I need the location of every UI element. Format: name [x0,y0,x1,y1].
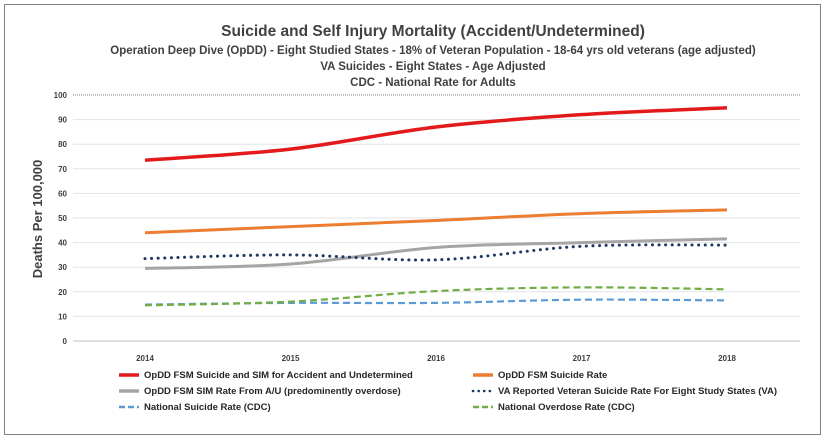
y-tick-label: 80 [58,140,67,149]
y-tick-label: 90 [58,116,67,125]
legend-item-label: OpDD FSM Suicide Rate [498,370,607,381]
series-line-2 [144,208,728,235]
legend-item-label: VA Reported Veteran Suicide Rate For Eig… [498,386,777,397]
legend-item-label: OpDD FSM Suicide and SIM for Accident an… [144,370,413,381]
x-axis-ticks: 2014 2015 2016 2017 2018 [136,354,736,363]
x-tick-label: 2017 [573,354,591,363]
x-tick-label: 2015 [282,354,300,363]
y-tick-label: 100 [54,91,68,100]
y-tick-label: 20 [58,288,67,297]
y-tick-label: 50 [58,214,67,223]
series-lines [143,106,729,307]
line-chart: Suicide and Self Injury Mortality (Accid… [30,23,800,413]
y-tick-label: 0 [63,337,68,346]
chart-subtitle-3: CDC - National Rate for Adults [350,77,516,89]
y-axis-label: Deaths Per 100,000 [30,160,45,279]
chart-frame: Suicide and Self Injury Mortality (Accid… [4,4,821,435]
chart-subtitle-1: Operation Deep Dive (OpDD) - Eight Studi… [110,45,756,57]
series-line-1 [144,106,728,162]
legend-item-label: National Suicide Rate (CDC) [144,402,271,413]
y-axis-ticks: 0 10 20 30 40 50 60 70 80 90 100 [54,91,68,346]
series-line-3 [144,237,728,270]
y-tick-label: 40 [58,239,67,248]
series-line-6 [144,286,728,307]
chart-subtitle-2: VA Suicides - Eight States - Age Adjuste… [320,61,545,73]
y-tick-label: 10 [58,312,67,321]
x-tick-label: 2016 [427,354,445,363]
legend-item-label: OpDD FSM SIM Rate From A/U (predominentl… [144,386,401,397]
legend-item-label: National Overdose Rate (CDC) [498,402,635,413]
y-tick-label: 70 [58,165,67,174]
chart-title: Suicide and Self Injury Mortality (Accid… [221,23,645,40]
x-tick-label: 2018 [718,354,736,363]
series-line-4 [143,243,729,262]
y-tick-label: 60 [58,189,67,198]
y-tick-label: 30 [58,263,67,272]
x-tick-label: 2014 [136,354,154,363]
series-line-5 [144,298,728,306]
chart-legend: OpDD FSM Suicide and SIM for Accident an… [119,370,777,413]
